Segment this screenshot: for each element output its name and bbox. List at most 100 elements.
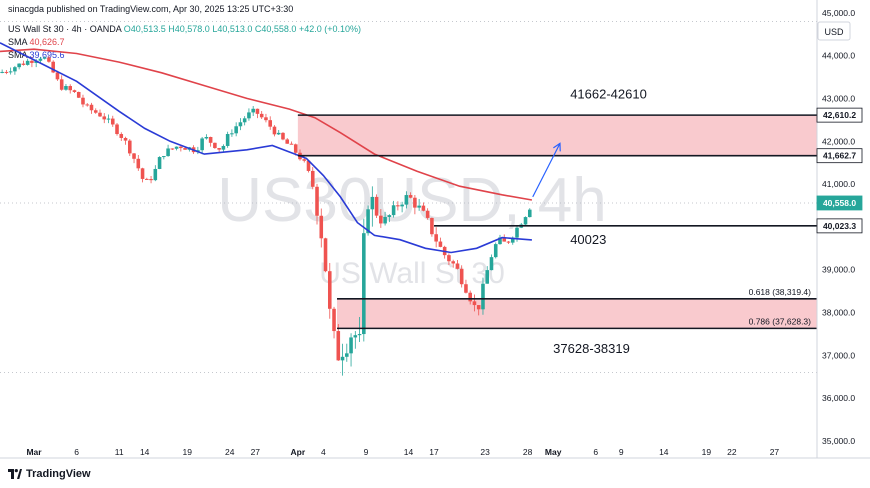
candle-body-9: [38, 58, 43, 61]
candle-body-34: [145, 178, 149, 180]
candle-body-47: [200, 138, 204, 151]
y-tick-label-8: 43,000.0: [822, 93, 855, 103]
candle-body-117: [498, 237, 502, 245]
x-tick-label-8: 4: [321, 447, 326, 457]
sma2-legend[interactable]: SMA 39,695.6: [8, 50, 65, 60]
candle-body-40: [170, 148, 175, 150]
price-tag-label-1: 41,662.7: [823, 151, 856, 161]
candle-body-72: [306, 160, 311, 171]
candle-body-31: [132, 153, 136, 159]
candle-body-28: [119, 134, 124, 138]
candle-body-32: [136, 158, 141, 169]
candle-body-85: [362, 233, 366, 335]
candle-body-33: [140, 168, 145, 179]
ohlc-low: L40,513.0: [212, 24, 253, 34]
x-tick-label-16: 9: [619, 447, 624, 457]
target-arrow-head: [553, 142, 561, 152]
symbol-name[interactable]: US Wall St 30 · 4h · OANDA: [8, 24, 122, 34]
candle-body-25: [106, 118, 111, 120]
candle-body-13: [55, 72, 60, 80]
candle-body-88: [374, 196, 379, 216]
candle-body-100: [425, 210, 430, 218]
candle-body-66: [281, 132, 285, 140]
candle-body-96: [408, 195, 413, 198]
candle-body-86: [366, 209, 370, 234]
candle-body-73: [310, 170, 315, 187]
candle-body-14: [59, 79, 64, 90]
sma-line-2: [0, 42, 532, 254]
tradingview-logo-icon: [8, 469, 22, 479]
ohlc-change: +42.0 (+0.10%): [298, 24, 362, 34]
price-axis[interactable]: 35,000.0 36,000.0 37,000.0 38,000.0 39,000.0…: [822, 8, 855, 446]
ohlc-close: C40,558.0: [254, 24, 297, 34]
time-axis[interactable]: Mar 6 11 14 19 24 27 Apr 4 9 14 17 23 28 May 6 9 14 19 22 27: [26, 447, 779, 457]
candle-body-4: [17, 63, 21, 68]
candle-body-110: [468, 292, 472, 302]
x-tick-label-17: 14: [659, 447, 669, 457]
candle-body-119: [506, 241, 511, 243]
y-tick-label-0: 35,000.0: [822, 436, 855, 446]
candle-body-16: [68, 86, 72, 91]
currency-label: USD: [824, 27, 844, 37]
price-tag-0: [816, 107, 863, 123]
y-tick-label-10: 45,000.0: [822, 8, 855, 18]
candle-body-123: [523, 217, 528, 225]
symbol-line: US Wall St 30 · 4h · OANDA O40,513.5 H40…: [8, 24, 361, 34]
candle-body-12: [51, 61, 55, 73]
candle-body-89: [379, 215, 383, 224]
publisher-line: sinacgda published on TradingView.com, A…: [8, 4, 293, 14]
candle-body-1: [4, 71, 9, 73]
candle-body-84: [357, 334, 362, 336]
x-tick-label-6: 27: [251, 447, 261, 457]
candle-body-43: [183, 148, 187, 150]
candle-body-82: [349, 337, 353, 354]
x-tick-label-4: 19: [182, 447, 192, 457]
candle-body-77: [327, 271, 332, 309]
tradingview-brand: TradingView: [26, 468, 91, 480]
candle-body-60: [255, 108, 260, 114]
sma2-label: SMA: [8, 50, 28, 60]
candle-body-83: [353, 335, 358, 338]
zone-1: [337, 298, 817, 329]
candle-body-26: [110, 118, 115, 125]
candle-body-65: [276, 132, 281, 135]
candle-body-63: [268, 120, 272, 127]
ohlc-high: H40,578.0: [168, 24, 210, 34]
x-tick-label-19: 22: [727, 447, 737, 457]
target-arrow-line: [532, 143, 561, 198]
candle-body-36: [153, 168, 158, 181]
candle-body-10: [42, 57, 47, 59]
candle-body-24: [102, 116, 107, 120]
candle-body-95: [404, 195, 409, 205]
candle-body-64: [272, 126, 277, 135]
candle-body-94: [400, 204, 404, 207]
candle-body-29: [123, 137, 128, 141]
candle-body-111: [472, 301, 477, 306]
sma1-label: SMA: [8, 37, 28, 47]
candle-body-57: [242, 118, 247, 123]
fib-level-label-4: 0.786 (37,628.3): [749, 316, 812, 326]
candle-body-102: [434, 234, 438, 242]
candle-body-49: [208, 136, 213, 143]
currency-box[interactable]: [817, 21, 851, 41]
candle-body-81: [345, 353, 349, 357]
candle-body-58: [247, 112, 251, 119]
price-tag-2: [816, 195, 863, 211]
x-tick-label-1: 6: [74, 447, 79, 457]
candle-body-79: [336, 331, 341, 361]
price-tag-3: [816, 218, 863, 234]
candle-body-80: [340, 356, 345, 361]
candle-body-15: [64, 86, 68, 90]
candle-body-38: [162, 156, 166, 158]
candle-body-108: [459, 268, 464, 285]
y-tick-label-7: 42,000.0: [822, 136, 855, 146]
candle-body-59: [251, 108, 255, 113]
candle-body-90: [383, 216, 387, 224]
price-tag-label-0: 42,610.2: [823, 110, 856, 120]
sma1-legend[interactable]: SMA 40,626.7: [8, 37, 65, 47]
tradingview-footer: TradingView: [8, 468, 91, 480]
candle-body-30: [127, 140, 132, 154]
candle-body-92: [391, 205, 396, 216]
candle-body-55: [234, 126, 238, 134]
